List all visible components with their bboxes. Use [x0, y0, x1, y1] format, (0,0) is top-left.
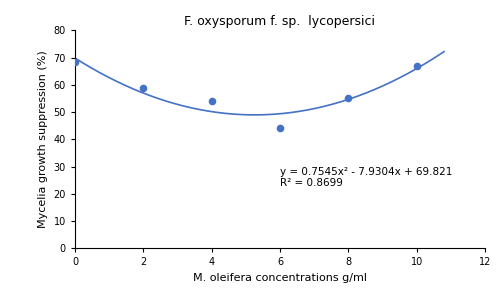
- Point: [71, 59, 79, 64]
- Point: [140, 85, 147, 90]
- Y-axis label: Mycelia growth suppression (%): Mycelia growth suppression (%): [38, 51, 48, 228]
- Title: F. oxysporum f. sp.  lycopersici: F. oxysporum f. sp. lycopersici: [184, 15, 376, 28]
- X-axis label: M. oleifera concentrations g/ml: M. oleifera concentrations g/ml: [193, 273, 367, 283]
- Text: y = 0.7545x² - 7.9304x + 69.821
R² = 0.8699: y = 0.7545x² - 7.9304x + 69.821 R² = 0.8…: [280, 167, 452, 188]
- Point: [276, 126, 284, 131]
- Point: [412, 63, 420, 68]
- Point: [208, 99, 216, 104]
- Point: [344, 96, 352, 101]
